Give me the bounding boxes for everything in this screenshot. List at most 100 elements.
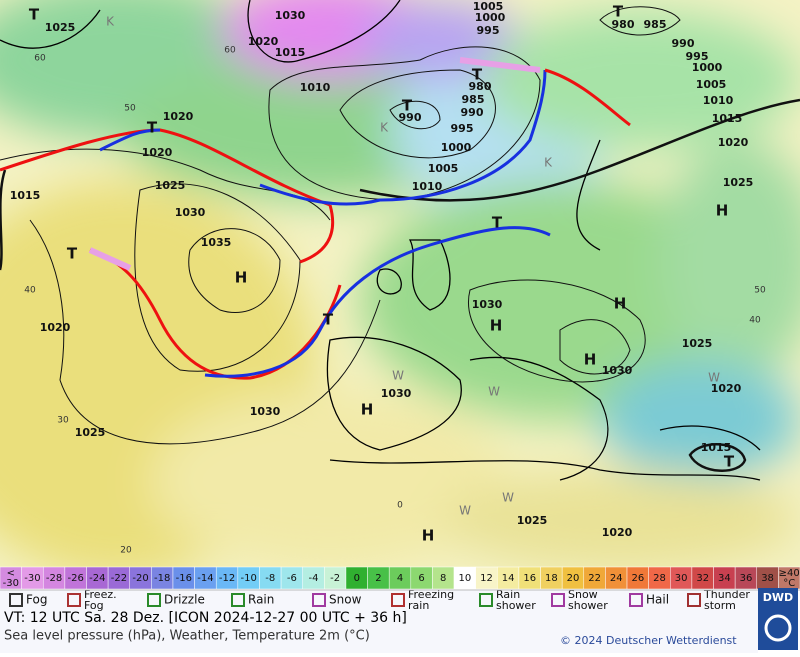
scale-label: 38	[761, 573, 774, 584]
isobar-label: 1020	[248, 35, 279, 48]
region-mark: W	[488, 385, 500, 399]
isobar-label: 1025	[682, 337, 713, 350]
scale-label: ≥40	[779, 568, 800, 579]
legend-icon	[629, 593, 643, 607]
pressure-center: T	[323, 311, 334, 329]
pressure-center: H	[235, 269, 248, 287]
scale-unit: °C	[783, 578, 795, 589]
graticule-label: 40	[749, 316, 761, 326]
scale-label: -20	[132, 573, 148, 584]
copyright: © 2024 Deutscher Wetterdienst	[560, 634, 737, 647]
scale-label: 10	[458, 573, 471, 584]
scale-label: 24	[610, 573, 623, 584]
logo-swirl	[764, 614, 792, 642]
isobar-label: 990	[399, 111, 422, 124]
scale-label: -6	[287, 573, 297, 584]
legend-icon	[231, 593, 245, 607]
footer-band	[0, 590, 758, 653]
legend-label: Snow	[329, 593, 362, 607]
isobar-label: 1020	[718, 136, 749, 149]
region-mark: W	[459, 504, 471, 518]
scale-label: 4	[397, 573, 403, 584]
scale-label: -30	[24, 573, 40, 584]
legend-label: Rain	[248, 593, 274, 607]
logo-text: DWD	[763, 591, 793, 604]
isobar-label: 980	[612, 18, 635, 31]
scale-label: 22	[588, 573, 601, 584]
scale-label: -10	[240, 573, 256, 584]
scale-label: -24	[89, 573, 105, 584]
scale-label: -12	[219, 573, 235, 584]
region-mark: W	[502, 491, 514, 505]
pressure-center: T	[67, 245, 78, 263]
legend-icon	[147, 593, 161, 607]
legend-icon	[479, 593, 493, 607]
isobar-label: 1005	[473, 0, 504, 13]
scale-label: 20	[567, 573, 580, 584]
isobar-label: 1000	[692, 61, 723, 74]
legend-label: Freez. Fog	[84, 588, 117, 612]
pressure-center: H	[361, 401, 374, 419]
isobar-label: 1015	[10, 189, 41, 202]
pressure-center: H	[584, 351, 597, 369]
isobar-label: 1020	[40, 321, 71, 334]
legend-icon	[9, 593, 23, 607]
region-mark: W	[392, 369, 404, 383]
region-mark: K	[544, 156, 553, 170]
pressure-center: H	[716, 202, 729, 220]
isobar-label: 995	[477, 24, 500, 37]
scale-label: -22	[111, 573, 127, 584]
scale-label: 28	[653, 573, 666, 584]
scale-label: 6	[418, 573, 424, 584]
scale-label: 18	[545, 573, 558, 584]
scale-label: 16	[523, 573, 536, 584]
isobar-label: 1030	[175, 206, 206, 219]
legend-label: Freezing rain	[408, 588, 454, 612]
scale-label: -4	[309, 573, 319, 584]
isobar-label: 1035	[201, 236, 232, 249]
graticule-label: 50	[754, 286, 766, 296]
scale-label: 14	[502, 573, 515, 584]
isobar-label: 985	[462, 93, 485, 106]
scale-label: 2	[375, 573, 381, 584]
legend-icon	[551, 593, 565, 607]
isobar-label: 990	[672, 37, 695, 50]
pressure-center: T	[492, 214, 503, 232]
isobar-label: 1000	[441, 141, 472, 154]
legend-icon	[312, 593, 326, 607]
scale-label: 0	[354, 573, 360, 584]
isobar-label: 1030	[472, 298, 503, 311]
scale-label: -2	[330, 573, 340, 584]
legend-label: Fog	[26, 593, 47, 607]
isobar-label: 1020	[711, 382, 742, 395]
isobar-label: 1015	[275, 46, 306, 59]
legend-label: Rain shower	[496, 588, 536, 612]
graticule-label: 40	[24, 286, 36, 296]
graticule-label: 50	[124, 104, 136, 114]
legend-label: Snow shower	[568, 588, 608, 612]
isobar-label: 1010	[412, 180, 443, 193]
graticule-label: 0	[397, 501, 403, 511]
isobar-label: 1025	[45, 21, 76, 34]
isobar-label: 1020	[163, 110, 194, 123]
region-mark: W	[708, 371, 720, 385]
isobar-label: 1015	[701, 441, 732, 454]
isobar-label: 1025	[155, 179, 186, 192]
graticule-label: 30	[57, 416, 69, 426]
isobar-label: 985	[644, 18, 667, 31]
legend-icon	[687, 593, 701, 607]
subtitle: Sea level pressure (hPa), Weather, Tempe…	[4, 629, 370, 644]
isobar-label: 995	[451, 122, 474, 135]
pressure-center: T	[724, 453, 735, 471]
legend-icon	[391, 593, 405, 607]
scale-label: -14	[197, 573, 213, 584]
isobar-label: 1010	[300, 81, 331, 94]
isobar-label: 1025	[723, 176, 754, 189]
graticule-label: 60	[34, 54, 46, 64]
pressure-center: T	[472, 66, 483, 84]
graticule-label: 20	[120, 546, 132, 556]
graticule-label: 60	[224, 46, 236, 56]
isobar-label: 980	[469, 80, 492, 93]
